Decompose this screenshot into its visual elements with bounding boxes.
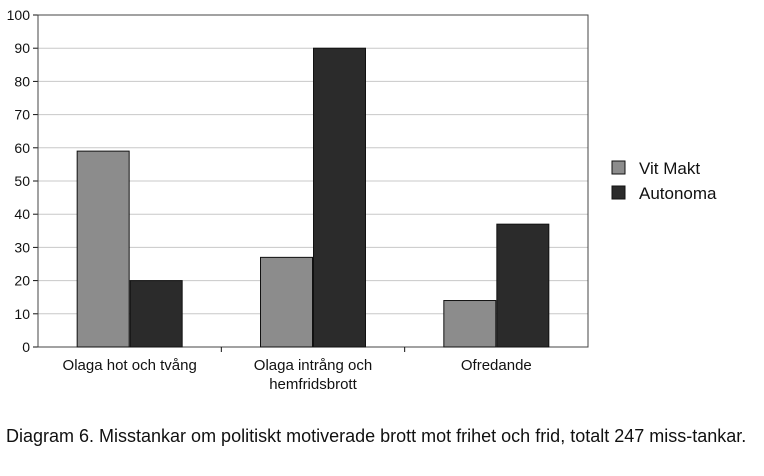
legend-label: Vit Makt bbox=[639, 159, 700, 178]
x-tick-label: Olaga intrång och bbox=[254, 357, 372, 374]
y-tick-label: 60 bbox=[14, 140, 30, 156]
y-tick-label: 0 bbox=[22, 339, 30, 355]
x-tick-label: Olaga hot och tvång bbox=[63, 357, 197, 374]
legend-swatch bbox=[611, 160, 626, 175]
y-tick-label: 50 bbox=[14, 173, 30, 189]
y-tick-label: 90 bbox=[14, 40, 30, 56]
bar bbox=[313, 47, 366, 348]
x-tick-label: hemfridsbrott bbox=[269, 376, 357, 393]
bar bbox=[76, 150, 130, 348]
y-tick-label: 80 bbox=[14, 73, 30, 89]
y-tick-label: 10 bbox=[14, 306, 30, 322]
chart-caption: Diagram 6. Misstankar om politiskt motiv… bbox=[6, 426, 747, 446]
y-tick-label: 40 bbox=[14, 206, 30, 222]
bar bbox=[260, 256, 313, 348]
y-tick-label: 20 bbox=[14, 273, 30, 289]
bar bbox=[443, 300, 497, 348]
legend-label: Autonoma bbox=[639, 184, 717, 203]
y-tick-label: 30 bbox=[14, 239, 30, 255]
bar-chart: 0 10 20 30 40 50 60 70 80 90 100 Olaga hot och tvån… bbox=[7, 7, 717, 393]
y-tick-label: 100 bbox=[7, 7, 31, 23]
bar bbox=[129, 280, 183, 348]
y-tick-label: 70 bbox=[14, 107, 30, 123]
x-tick-label: Ofredande bbox=[461, 357, 532, 374]
legend-swatch bbox=[611, 185, 626, 200]
bar bbox=[496, 223, 550, 348]
